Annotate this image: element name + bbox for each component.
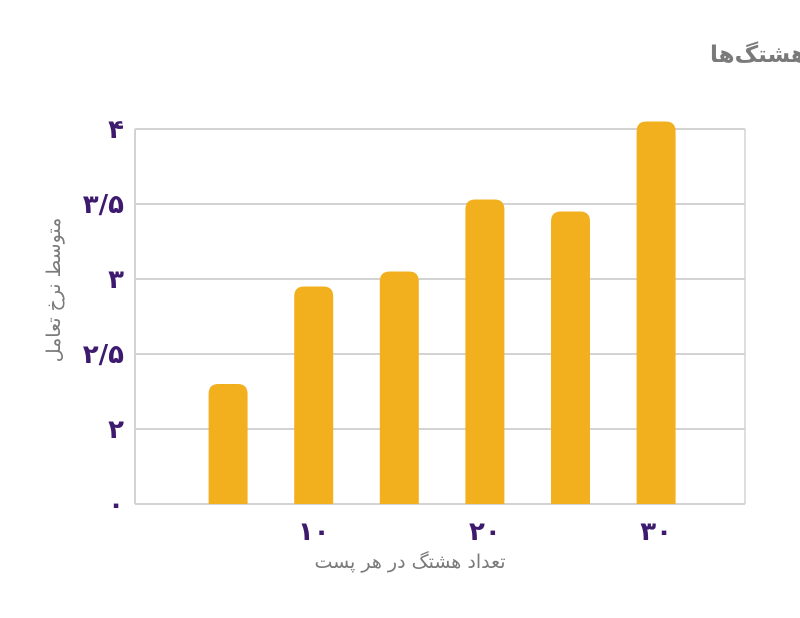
y-tick-label: ۳/۵ (83, 190, 124, 220)
bar (465, 199, 505, 504)
x-tick-label: ۲۰ (469, 517, 501, 547)
bars (208, 121, 676, 504)
y-axis-ticks: ۰ ۲ ۲/۵ ۳ ۳/۵ ۴ (83, 115, 124, 520)
bar (551, 211, 590, 504)
y-tick-label: ۳ (108, 265, 124, 295)
y-tick-label: ۲ (108, 415, 124, 445)
bar (379, 271, 419, 504)
y-tick-label: ۴ (108, 115, 124, 145)
y-tick-label: ۰ (108, 490, 124, 520)
bar (636, 121, 676, 504)
x-axis-label: تعداد هشتگ در هر پست (314, 551, 505, 573)
chart-title: نرخ تعامل با پست‌های اینستاگرام بر اساس … (710, 41, 800, 68)
y-axis-label: متوسط نرخ تعامل (43, 218, 65, 363)
bar (208, 384, 248, 504)
bar (294, 286, 334, 504)
y-tick-label: ۲/۵ (83, 340, 124, 370)
x-tick-label: ۱۰ (298, 517, 330, 547)
x-tick-label: ۳۰ (640, 517, 672, 547)
x-axis-ticks: ۱۰ ۲۰ ۳۰ (298, 517, 672, 547)
